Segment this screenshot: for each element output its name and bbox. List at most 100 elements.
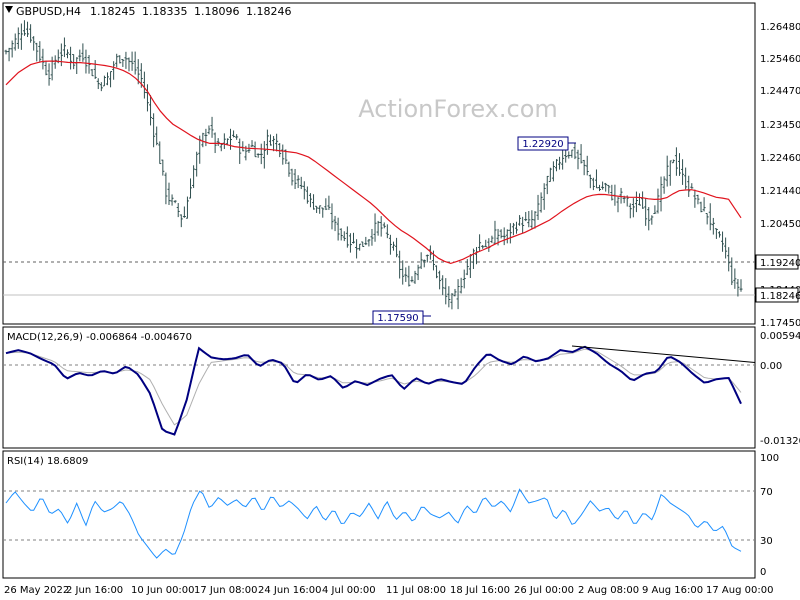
price-bar — [511, 222, 515, 236]
price-bar — [484, 239, 488, 248]
y-tick-label: 1.21440 — [760, 186, 800, 197]
price-bar — [499, 229, 503, 239]
price-bar — [195, 151, 199, 177]
price-bar — [653, 205, 657, 214]
x-tick-label: 2 Aug 08:00 — [578, 585, 639, 596]
price-bar — [26, 21, 30, 38]
price-bar — [515, 221, 519, 234]
x-tick-label: 26 May 2022 — [4, 585, 69, 596]
price-bar — [216, 138, 220, 147]
price-bar — [659, 176, 663, 212]
price-bar — [219, 143, 223, 152]
price-bar — [619, 187, 623, 204]
price-bar — [601, 181, 605, 190]
price-bar — [222, 133, 226, 150]
price-bar — [438, 270, 442, 290]
price-bar — [662, 176, 666, 194]
macd-tick-label: 0.005941 — [760, 331, 800, 342]
annotation-high-label: 1.22920 — [522, 139, 563, 150]
price-bar — [456, 279, 460, 310]
price-bar — [382, 222, 386, 229]
price-bar — [250, 140, 254, 148]
y-tick-label: 1.17450 — [760, 318, 800, 329]
price-bar — [721, 231, 725, 252]
macd-tick-label: -0.013207 — [760, 436, 800, 447]
moving-average-line — [5, 60, 742, 265]
support-price-box — [755, 254, 799, 270]
price-bar — [536, 194, 540, 220]
price-bar — [102, 75, 106, 87]
price-bar — [99, 82, 103, 92]
price-bar — [213, 132, 217, 154]
rsi-tick-label: 0 — [760, 567, 766, 578]
price-bar — [385, 224, 389, 239]
price-bar — [545, 175, 549, 195]
annotation-low-box — [372, 310, 424, 325]
price-bar — [398, 250, 402, 279]
price-bar — [268, 134, 272, 146]
price-panel: GBPUSD,H4 1.18245 1.18335 1.18096 1.1824… — [2, 2, 800, 329]
price-bar — [87, 55, 91, 74]
price-bar — [724, 237, 728, 259]
price-bar — [518, 215, 522, 226]
price-bar — [607, 184, 611, 194]
price-bar — [493, 220, 497, 244]
y-tick-label: 1.24470 — [760, 86, 800, 97]
price-bar — [435, 265, 439, 279]
price-bar — [711, 217, 715, 235]
price-bar — [315, 205, 319, 213]
price-bar — [59, 43, 63, 67]
price-bar — [130, 51, 134, 71]
price-bar — [201, 132, 205, 148]
price-bar — [4, 49, 8, 55]
price-bar — [16, 27, 20, 49]
price-bar — [376, 220, 380, 236]
price-bar — [149, 95, 153, 126]
price-bar — [290, 168, 294, 186]
price-bar — [179, 214, 183, 228]
price-bar — [521, 216, 525, 234]
price-bar — [733, 268, 737, 289]
price-bar — [616, 197, 620, 213]
price-bar — [598, 184, 602, 192]
price-bar — [674, 147, 678, 176]
y-tick-label: 1.26480 — [760, 22, 800, 33]
macd-tick-label: 0.00 — [760, 361, 782, 372]
price-bar — [170, 194, 174, 206]
rsi-tick-label: 70 — [760, 487, 773, 498]
price-bar — [450, 293, 454, 310]
price-bar — [185, 196, 189, 219]
x-tick-label: 17 Jun 08:00 — [194, 585, 258, 596]
x-tick-label: 24 Jun 16:00 — [258, 585, 322, 596]
price-bar — [730, 257, 734, 286]
price-bar — [299, 176, 303, 190]
price-bar — [650, 215, 654, 225]
price-bar — [176, 203, 180, 218]
price-bar — [235, 134, 239, 140]
price-bar — [478, 234, 482, 252]
collapse-arrow-icon[interactable] — [5, 6, 13, 13]
macd-trendline — [571, 345, 756, 363]
price-bar — [591, 177, 595, 191]
price-bar — [152, 113, 156, 148]
price-bar — [687, 175, 691, 197]
rsi-tick-label: 30 — [760, 536, 773, 547]
rsi-panel-frame — [2, 450, 756, 579]
price-bar — [167, 182, 171, 205]
y-tick-label: 1.22460 — [760, 153, 800, 164]
price-bar — [579, 144, 583, 164]
price-bar — [173, 200, 177, 204]
price-bar — [278, 143, 282, 158]
price-bar — [287, 161, 291, 177]
price-bar — [321, 207, 325, 218]
price-bar — [573, 142, 577, 160]
price-bar — [355, 239, 359, 259]
price-bar — [13, 33, 17, 51]
macd-panel: MACD(12,26,9) -0.006864 -0.004670 0.0059… — [2, 326, 800, 449]
price-bar — [124, 51, 128, 69]
x-tick-label: 10 Jun 00:00 — [131, 585, 195, 596]
watermark: ActionForex.com — [358, 95, 558, 123]
symbol-label: GBPUSD,H4 — [16, 5, 81, 18]
price-bar — [447, 286, 451, 308]
price-bar — [348, 233, 352, 253]
